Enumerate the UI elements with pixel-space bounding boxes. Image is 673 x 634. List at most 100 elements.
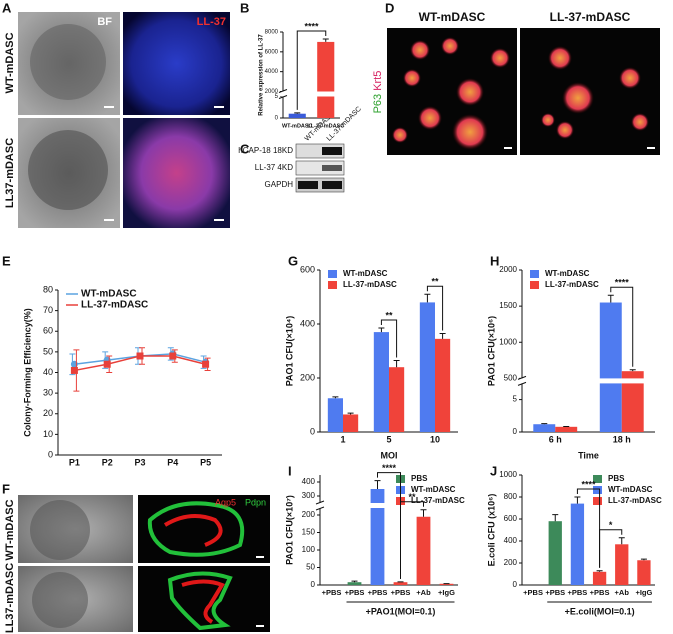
error-bar — [596, 570, 603, 572]
x-axis-label: MOI — [381, 450, 398, 460]
panel-label: D — [385, 0, 394, 15]
bar — [548, 521, 562, 585]
axis-break — [279, 91, 342, 97]
legend-label: WT-mDASC — [343, 269, 388, 278]
y-tick-label: 1000 — [499, 470, 517, 479]
row-label: WT-mDASC — [4, 32, 16, 93]
x-tick-label: P2 — [102, 457, 113, 467]
bar — [621, 371, 644, 432]
error-bar — [552, 514, 559, 522]
y-tick-label: 800 — [504, 492, 518, 501]
legend-label: LL-37-mDASC — [411, 496, 465, 505]
y-tick-label: 60 — [43, 326, 53, 336]
marker — [70, 366, 78, 374]
y-tick-label: 2000 — [265, 89, 279, 95]
significance: ** — [408, 492, 416, 502]
x-tick-label: 5 — [386, 434, 391, 444]
y-tick-label: 20 — [43, 408, 53, 418]
band-label: hCAP-18 18KD — [238, 146, 293, 155]
y-tick-label: 6000 — [265, 49, 279, 55]
legend-label: WT-mDASC — [608, 485, 653, 494]
y-tick-label: 0 — [513, 580, 518, 589]
significance: * — [609, 520, 613, 530]
y-tick-label: 5 — [275, 94, 279, 100]
error-bar — [424, 293, 431, 303]
bar — [389, 367, 405, 432]
legend-label: WT-mDASC — [411, 485, 456, 494]
panel-label: H — [490, 253, 499, 268]
bar — [416, 516, 431, 585]
channel-label: BF — [97, 16, 112, 28]
significance: ** — [431, 277, 439, 287]
x-tick-label: +PBS — [368, 588, 388, 597]
y-tick-label: 150 — [302, 528, 316, 537]
y-tick-label: 40 — [43, 367, 53, 377]
y-tick-label: 500 — [504, 374, 518, 383]
legend-swatch — [530, 270, 539, 278]
x-tick-label: P1 — [69, 457, 80, 467]
panel-a-images — [18, 12, 230, 228]
error-bar — [629, 369, 636, 372]
error-bar — [294, 112, 301, 114]
y-tick-label: 50 — [43, 346, 53, 356]
bar — [370, 489, 385, 585]
panel-label: I — [288, 463, 292, 478]
bar — [288, 113, 306, 118]
panel-label: F — [2, 481, 10, 496]
x-tick-label: +Ab — [416, 588, 431, 597]
error-bar — [351, 580, 358, 583]
y-tick-label: 30 — [43, 388, 53, 398]
x-tick-label: P5 — [200, 457, 211, 467]
error-bar — [439, 332, 446, 339]
y-axis-label: E.coli CFU (x10⁶) — [486, 494, 496, 567]
x-tick-label: 10 — [430, 434, 440, 444]
x-tick-label: +IgG — [635, 588, 652, 597]
x-tick-label: +PBS — [345, 588, 365, 597]
legend-swatch — [328, 281, 337, 289]
panel-label: J — [490, 463, 497, 478]
stain-label: P63 Krt5 — [372, 71, 384, 114]
error-bar — [332, 396, 339, 399]
legend-label: WT-mDASC — [545, 269, 590, 278]
stain-p63: P63 — [372, 94, 384, 114]
x-tick-label: LL-37-mDASC — [307, 123, 344, 129]
x-axis-label: +PAO1(MOI=0.1) — [366, 606, 436, 616]
panel-label: C — [240, 141, 250, 156]
error-bar — [640, 558, 647, 561]
y-axis-label: PAO1 CFU(×10⁶) — [486, 316, 496, 386]
y-tick-label: 50 — [306, 563, 315, 572]
bar — [435, 338, 451, 432]
bar — [599, 302, 622, 432]
y-axis-label: Colony-Forming Efficiency(%) — [22, 308, 32, 437]
column-label: LL-37-mDASC — [550, 10, 631, 24]
error-bar — [420, 509, 427, 517]
legend-label: WT-mDASC — [81, 289, 137, 300]
bar — [327, 398, 343, 432]
error-bar — [618, 537, 625, 545]
bar — [317, 41, 335, 118]
legend-label: LL-37-mDASC — [81, 300, 148, 311]
y-tick-label: 2000 — [499, 265, 517, 274]
y-tick-label: 200 — [302, 510, 316, 519]
axis-break-mark — [278, 89, 288, 99]
row-label: WT-mDASC — [4, 499, 16, 560]
row-label: LL37-mDASC — [4, 138, 16, 208]
bracket — [380, 319, 398, 358]
panel-label: A — [2, 0, 12, 15]
bracket — [599, 529, 623, 568]
y-tick-label: 600 — [504, 514, 518, 523]
y-tick-label: 8000 — [265, 30, 279, 36]
y-axis-label: PAO1 CFU(×10⁷) — [284, 495, 294, 565]
stain-label: Pdpn — [245, 497, 266, 507]
axis-break — [316, 503, 460, 508]
y-tick-label: 0 — [48, 449, 53, 459]
legend-swatch — [593, 497, 602, 505]
marker — [202, 360, 210, 368]
x-tick-label: +Ab — [615, 588, 630, 597]
legend-swatch — [593, 475, 602, 483]
y-tick-label: 4000 — [265, 69, 279, 75]
legend-label: PBS — [608, 474, 625, 483]
legend-label: LL-37-mDASC — [545, 280, 599, 289]
legend-swatch — [593, 486, 602, 494]
